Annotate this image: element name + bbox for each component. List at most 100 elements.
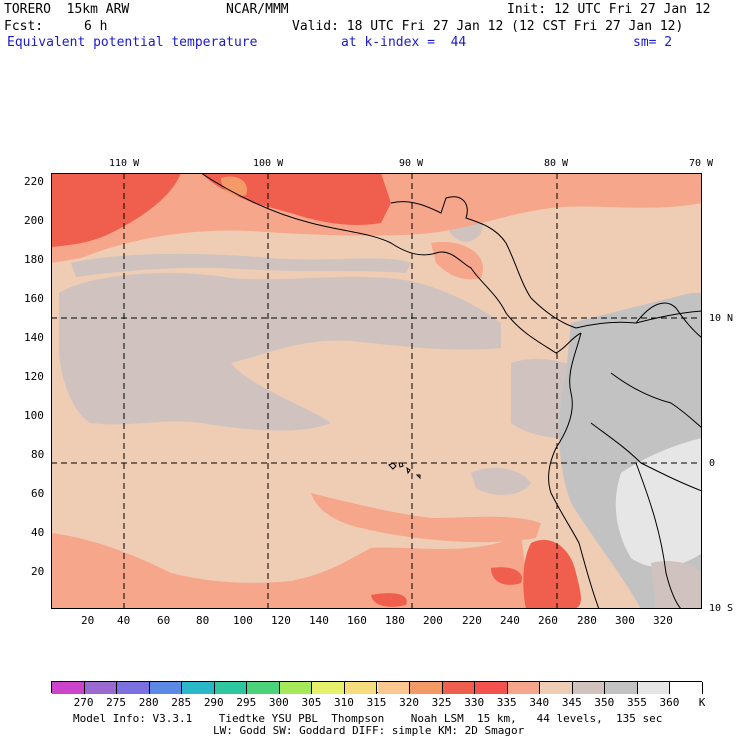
- x-grid-label: 240: [500, 614, 520, 627]
- init-time: Init: 12 UTC Fri 27 Jan 12: [507, 2, 711, 17]
- color-bar-tick-label: 280: [138, 696, 159, 709]
- valid-time: Valid: 18 UTC Fri 27 Jan 12 (12 CST Fri …: [292, 19, 684, 34]
- level-info: at k-index = 44: [341, 35, 467, 50]
- x-grid-label: 120: [271, 614, 291, 627]
- color-bar-swatch: [540, 682, 573, 694]
- color-bar-tick-label: 320: [399, 696, 419, 709]
- color-bar-tick-label: 300: [268, 696, 289, 709]
- lon-label-70w: 70 W: [689, 158, 714, 169]
- color-bar-swatch: [507, 682, 541, 694]
- y-grid-label: 160: [24, 292, 44, 305]
- color-bar-tick-label: 340: [529, 696, 550, 709]
- x-grid-label: 280: [577, 614, 597, 627]
- x-grid-label: 300: [615, 614, 635, 627]
- color-bar-swatch: [149, 682, 183, 694]
- field-region-360k: [615, 438, 702, 568]
- color-bar-tick-label: 345: [561, 696, 582, 709]
- lat-label-0: 0: [709, 458, 716, 469]
- lat-label-10n: 10 N: [709, 313, 734, 324]
- lon-label-110w: 110 W: [109, 158, 140, 169]
- color-bar-swatch: [117, 682, 150, 694]
- galapagos-islands: [388, 462, 421, 480]
- x-grid-label: 100: [233, 614, 253, 627]
- color-bar-swatch: [377, 682, 411, 694]
- smoothing-info: sm= 2: [633, 35, 673, 50]
- y-grid-label: 120: [24, 370, 44, 383]
- x-grid-label: 80: [196, 614, 210, 627]
- model-name: TORERO 15km ARW: [4, 2, 130, 17]
- color-bar-tick-label: 325: [431, 696, 452, 709]
- forecast-hour: 6 h: [84, 19, 108, 34]
- x-grid-label: 180: [385, 614, 405, 627]
- color-bar-tick-label: 275: [106, 696, 127, 709]
- lat-label-10s: 10 S: [709, 603, 734, 614]
- y-grid-label: 40: [31, 526, 45, 539]
- color-bar-tick-label: 285: [171, 696, 192, 709]
- field-region-335k: [431, 242, 483, 280]
- x-grid-label: 320: [653, 614, 673, 627]
- y-grid-label: 20: [31, 565, 45, 578]
- field-region-335k: [51, 533, 531, 609]
- map-frame: [51, 173, 702, 609]
- x-grid-label: 20: [81, 614, 95, 627]
- map-field-svg: [51, 173, 702, 609]
- color-bar-swatch: [670, 682, 703, 694]
- y-grid-label: 80: [31, 448, 45, 461]
- color-bar-tick-label: 350: [594, 696, 615, 709]
- model-info-line1: Model Info: V3.3.1 Tiedtke YSU PBL Thomp…: [73, 712, 663, 725]
- coastline-central-america: [200, 173, 582, 354]
- organization: NCAR/MMM: [226, 2, 289, 17]
- color-bar-swatch: [572, 682, 606, 694]
- color-bar-tick-label: 355: [626, 696, 647, 709]
- field-region-345k: [59, 273, 501, 431]
- color-bar-tick-label: 330: [464, 696, 485, 709]
- map-plot[interactable]: [51, 173, 702, 609]
- coastline-venezuela: [635, 302, 702, 339]
- model-info-line2: LW: Godd SW: Goddard DIFF: simple KM: 2D…: [213, 724, 525, 737]
- x-grid-label: 220: [462, 614, 482, 627]
- field-region-330k: [51, 173, 181, 247]
- lon-label-100w: 100 W: [253, 158, 284, 169]
- color-bar-swatch: [279, 682, 313, 694]
- field-region-335k: [311, 493, 541, 543]
- color-bar-tick-label: 305: [301, 696, 322, 709]
- color-bar-swatch: [182, 682, 215, 694]
- forecast-label: Fcst:: [4, 19, 44, 34]
- color-bar-swatch: [442, 682, 476, 694]
- field-region-345k: [71, 253, 411, 277]
- color-bar-tick-label: 290: [203, 696, 224, 709]
- field-region-330k: [523, 539, 581, 609]
- color-bar-tick-label: 310: [334, 696, 354, 709]
- color-bar-unit: K: [698, 696, 706, 709]
- y-grid-label: 180: [24, 253, 44, 266]
- x-grid-label: 40: [117, 614, 131, 627]
- y-grid-label: 200: [24, 214, 44, 227]
- x-grid-label: 260: [538, 614, 558, 627]
- color-bar-swatch: [344, 682, 378, 694]
- color-bar-swatch: [475, 682, 508, 694]
- lon-label-90w: 90 W: [399, 158, 424, 169]
- color-bar-swatch: [410, 682, 443, 694]
- y-grid-label: 220: [24, 175, 44, 188]
- y-grid-label: 140: [24, 331, 44, 344]
- color-bar-tick-label: 295: [236, 696, 257, 709]
- y-grid-label: 60: [31, 487, 45, 500]
- x-grid-label: 140: [309, 614, 329, 627]
- field-name: Equivalent potential temperature: [7, 35, 258, 50]
- x-grid-label: 200: [423, 614, 443, 627]
- coastline-south-america: [548, 332, 600, 609]
- color-bar-tick-label: 335: [496, 696, 517, 709]
- x-grid-label: 160: [347, 614, 367, 627]
- field-region-330k: [51, 173, 391, 225]
- lon-label-80w: 80 W: [544, 158, 569, 169]
- field-region-345k: [651, 561, 702, 609]
- color-bar-tick-label: 315: [366, 696, 387, 709]
- color-bar-swatch: [312, 682, 345, 694]
- color-bar-swatch: [605, 682, 638, 694]
- x-grid-label: 60: [157, 614, 171, 627]
- color-bar-swatch: [52, 682, 85, 694]
- field-region-330k: [491, 567, 522, 585]
- graticule: [51, 173, 702, 609]
- color-bar: [51, 681, 703, 694]
- color-bar-swatch: [214, 682, 248, 694]
